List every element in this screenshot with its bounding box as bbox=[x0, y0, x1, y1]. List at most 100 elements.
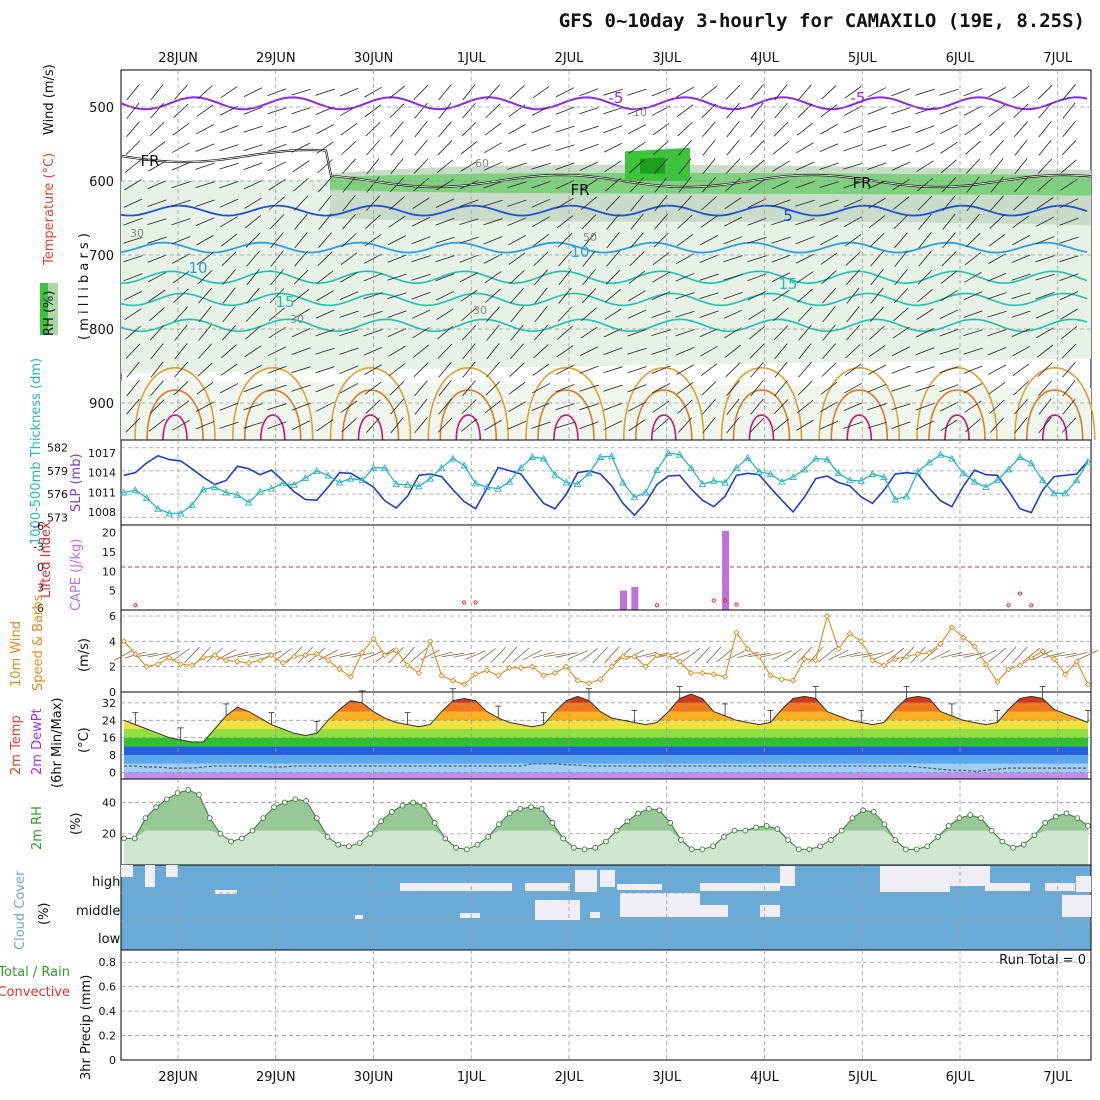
cloud-gap bbox=[600, 870, 615, 887]
wind-barb bbox=[317, 251, 333, 266]
wind10m-barb bbox=[184, 646, 200, 664]
wind-barb bbox=[606, 232, 620, 249]
wind-barb bbox=[822, 324, 836, 341]
bl-isotherm-loop bbox=[1013, 367, 1096, 441]
temp-band bbox=[124, 746, 1088, 756]
wind-barb bbox=[749, 417, 765, 433]
bl-isotherm-loop bbox=[634, 389, 693, 441]
wind-barb bbox=[939, 384, 959, 393]
wind-barb bbox=[459, 199, 479, 207]
wind10m-barb bbox=[328, 651, 351, 659]
wind10m-marker bbox=[699, 669, 706, 677]
wind-barb bbox=[197, 85, 213, 100]
precip-tick-label: 0.8 bbox=[99, 956, 117, 969]
wind-barb bbox=[867, 421, 887, 429]
wind-barb bbox=[820, 381, 838, 395]
wind-barb bbox=[1035, 273, 1055, 281]
wind-barb bbox=[747, 198, 767, 208]
wind-barb bbox=[221, 344, 237, 359]
bl-isotherm-loop bbox=[1025, 389, 1084, 441]
wind-barb bbox=[771, 180, 791, 190]
wind-barb bbox=[748, 308, 766, 320]
wind-barb bbox=[941, 177, 957, 193]
wind-barb bbox=[651, 329, 671, 337]
wind10m-marker bbox=[132, 650, 139, 658]
cloud-middle-label: middle bbox=[76, 904, 120, 919]
cape-bars bbox=[620, 530, 730, 610]
wind-barb bbox=[171, 161, 191, 171]
wind-barb bbox=[747, 255, 767, 263]
wind-barb bbox=[220, 216, 238, 228]
wind-barb bbox=[510, 287, 524, 304]
wind-barb bbox=[700, 363, 718, 377]
wind-barb bbox=[270, 269, 284, 286]
wind10m-marker bbox=[858, 638, 865, 645]
wind-barb bbox=[917, 269, 933, 285]
wind-barb bbox=[387, 235, 407, 246]
wind-barb bbox=[1060, 326, 1078, 340]
wind-barb bbox=[845, 344, 861, 359]
temp-band bbox=[124, 728, 1088, 738]
wind-barb bbox=[940, 141, 958, 154]
wind-barb bbox=[796, 142, 814, 154]
top-date-label: 5JUL bbox=[848, 51, 878, 66]
wind10m-barb bbox=[555, 652, 578, 658]
thickness-marker bbox=[823, 455, 831, 463]
wind-barb bbox=[1037, 158, 1053, 174]
wind-barb bbox=[243, 106, 263, 115]
wind-barb bbox=[772, 141, 790, 155]
wind-barb bbox=[795, 199, 815, 207]
cloud-gap bbox=[460, 913, 480, 918]
thickness-marker bbox=[812, 454, 820, 462]
wind-barb bbox=[366, 417, 380, 433]
wind-barb bbox=[365, 195, 381, 211]
rh2m-marker bbox=[260, 815, 267, 821]
wind-barb bbox=[243, 384, 263, 393]
wind-barb bbox=[869, 325, 885, 340]
wind-barb bbox=[196, 401, 214, 412]
rh2m-marker bbox=[153, 804, 159, 810]
wind-barb bbox=[748, 326, 766, 340]
wind-barb bbox=[771, 218, 791, 226]
rh2m-marker bbox=[121, 835, 127, 842]
lifted-index-axis-label: Lifted Index bbox=[39, 521, 54, 598]
wind-barb bbox=[507, 199, 527, 207]
wind-barb bbox=[676, 253, 694, 264]
wind-barb bbox=[1011, 254, 1031, 263]
rh2m-marker bbox=[806, 846, 813, 853]
wind-barb bbox=[125, 343, 141, 359]
wind-barb bbox=[318, 232, 332, 249]
wind-barb bbox=[1011, 310, 1031, 318]
temperature-axis-label: Temperature (°C) bbox=[42, 153, 57, 266]
cloud-gap bbox=[590, 912, 600, 918]
wind10m-marker bbox=[177, 660, 184, 668]
wind-barb bbox=[365, 214, 381, 229]
rh2m-marker bbox=[785, 837, 791, 843]
wind-barb bbox=[675, 310, 695, 318]
wind-barb bbox=[173, 103, 189, 118]
cloud-gap bbox=[760, 905, 780, 917]
wind-barb bbox=[1012, 215, 1030, 228]
bl-isotherm-loop bbox=[134, 367, 216, 441]
wind-barb bbox=[724, 344, 742, 358]
slp-tick-label: 1017 bbox=[88, 447, 116, 460]
wind-barb bbox=[150, 84, 164, 101]
wind-barb bbox=[363, 273, 383, 282]
wind-barb bbox=[510, 324, 524, 341]
wind-barb bbox=[196, 382, 214, 395]
wind-barb bbox=[245, 325, 261, 340]
rh-tick-label: 20 bbox=[102, 828, 116, 841]
wind-barb bbox=[1037, 362, 1053, 377]
bl-isotherm-loop bbox=[259, 414, 286, 441]
cloud-clear-areas bbox=[121, 865, 1091, 920]
wind10m-marker bbox=[563, 663, 570, 670]
rh2m-marker bbox=[774, 826, 781, 832]
wind-barb bbox=[435, 273, 455, 282]
wind-barb bbox=[603, 88, 623, 96]
wind-tick-label: 4 bbox=[109, 635, 116, 648]
cloud-gap bbox=[780, 866, 795, 886]
wind-barb bbox=[412, 327, 430, 339]
wind10m-marker bbox=[551, 669, 559, 677]
wind-barb bbox=[651, 88, 671, 97]
